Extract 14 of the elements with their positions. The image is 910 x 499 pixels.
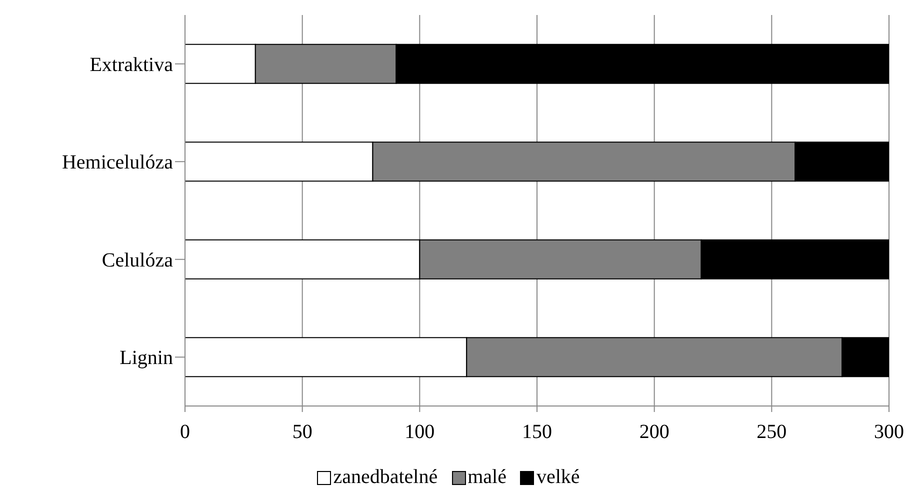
- y-tick-label: Lignin: [120, 347, 173, 370]
- legend-label: velké: [536, 466, 580, 489]
- x-tick-label: 100: [404, 421, 435, 444]
- y-tick-label: Extraktiva: [90, 54, 174, 76]
- legend-label: malé: [468, 466, 506, 489]
- x-tick-label: 150: [522, 421, 552, 444]
- x-tick-label: 50: [292, 421, 312, 444]
- y-tick-label: Celulóza: [102, 249, 174, 272]
- legend-label: zanedbatelné: [333, 466, 438, 489]
- x-tick-label: 300: [874, 421, 904, 444]
- x-tick-label: 200: [639, 421, 670, 444]
- x-tick-label: 0: [180, 421, 190, 444]
- y-tick-label: Hemicelulóza: [62, 152, 174, 174]
- x-tick-label: 250: [756, 421, 787, 444]
